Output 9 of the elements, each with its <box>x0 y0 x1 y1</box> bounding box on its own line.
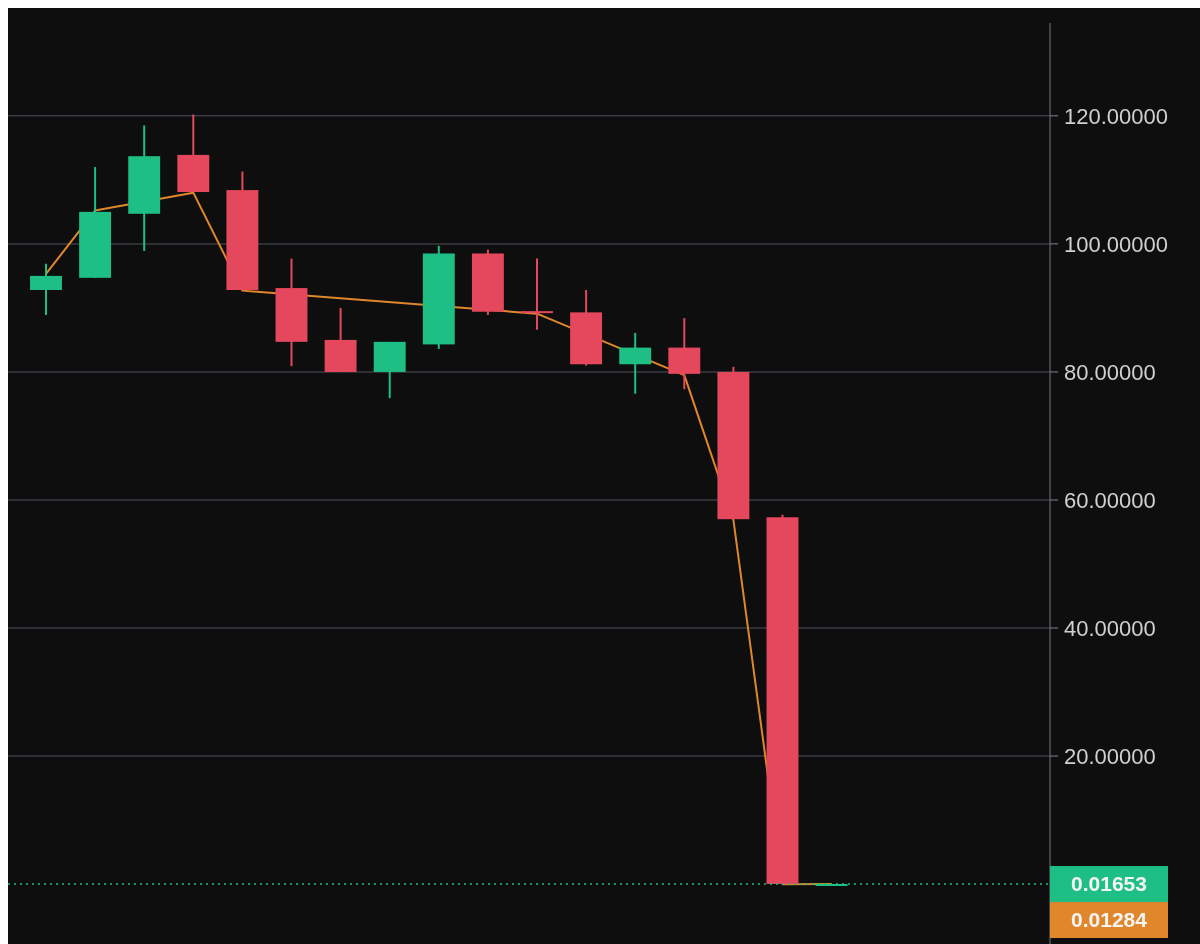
y-tick-label: 120.00000 <box>1064 103 1168 129</box>
y-tick-label: 80.00000 <box>1064 359 1156 385</box>
candlestick <box>521 257 553 331</box>
y-tick-label: 100.00000 <box>1064 231 1168 257</box>
price-tag: 0.01284 <box>1050 902 1168 939</box>
y-tick-label: 20.00000 <box>1064 743 1156 769</box>
price-tag: 0.01653 <box>1050 866 1168 903</box>
y-tick-label: 40.00000 <box>1064 615 1156 641</box>
y-tick-label: 60.00000 <box>1064 487 1156 513</box>
